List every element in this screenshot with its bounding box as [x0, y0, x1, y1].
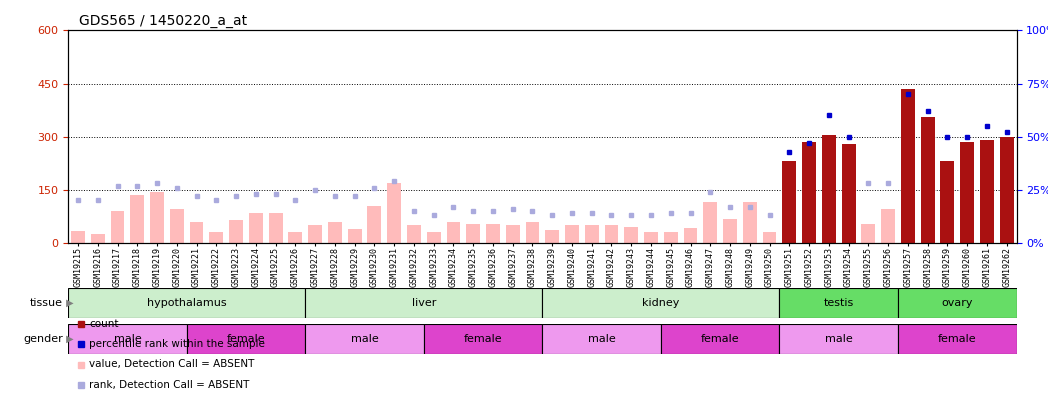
Bar: [542, 288, 780, 318]
Bar: [605, 225, 618, 243]
Bar: [525, 222, 540, 243]
Bar: [486, 224, 500, 243]
Bar: [980, 140, 994, 243]
Bar: [783, 162, 796, 243]
Bar: [187, 324, 305, 354]
Text: female: female: [464, 334, 502, 344]
Bar: [423, 324, 542, 354]
Bar: [861, 224, 875, 243]
Bar: [348, 229, 362, 243]
Bar: [1000, 137, 1013, 243]
Bar: [288, 232, 302, 243]
Bar: [663, 232, 678, 243]
Bar: [190, 222, 203, 243]
Bar: [71, 230, 85, 243]
Bar: [898, 324, 1017, 354]
Bar: [901, 89, 915, 243]
Bar: [625, 227, 638, 243]
Text: testis: testis: [824, 298, 854, 308]
Bar: [230, 220, 243, 243]
Bar: [645, 232, 658, 243]
Text: percentile rank within the sample: percentile rank within the sample: [89, 339, 265, 349]
Bar: [249, 213, 263, 243]
Bar: [305, 324, 423, 354]
Text: GDS565 / 1450220_a_at: GDS565 / 1450220_a_at: [79, 14, 246, 28]
Bar: [210, 232, 223, 243]
Text: male: male: [588, 334, 615, 344]
Bar: [822, 135, 835, 243]
Bar: [542, 324, 661, 354]
Bar: [268, 213, 283, 243]
Text: ▶: ▶: [63, 334, 73, 344]
Text: female: female: [226, 334, 265, 344]
Bar: [427, 232, 440, 243]
Text: male: male: [351, 334, 378, 344]
Bar: [91, 234, 105, 243]
Bar: [565, 225, 578, 243]
Text: count: count: [89, 319, 118, 329]
Bar: [111, 211, 125, 243]
Bar: [703, 202, 717, 243]
Bar: [328, 222, 342, 243]
Bar: [780, 324, 898, 354]
Text: tissue: tissue: [30, 298, 63, 308]
Bar: [308, 225, 322, 243]
Text: male: male: [113, 334, 141, 344]
Bar: [368, 206, 381, 243]
Bar: [446, 222, 460, 243]
Bar: [723, 219, 737, 243]
Text: rank, Detection Call = ABSENT: rank, Detection Call = ABSENT: [89, 380, 249, 390]
Bar: [763, 232, 777, 243]
Text: ▶: ▶: [63, 298, 73, 308]
Text: liver: liver: [412, 298, 436, 308]
Text: ovary: ovary: [941, 298, 973, 308]
Bar: [898, 288, 1017, 318]
Bar: [68, 324, 187, 354]
Text: female: female: [938, 334, 977, 344]
Text: female: female: [701, 334, 740, 344]
Bar: [305, 288, 543, 318]
Bar: [683, 228, 698, 243]
Text: male: male: [825, 334, 853, 344]
Text: hypothalamus: hypothalamus: [147, 298, 226, 308]
Bar: [842, 144, 855, 243]
Bar: [407, 225, 421, 243]
Bar: [585, 225, 598, 243]
Bar: [130, 195, 145, 243]
Bar: [387, 183, 401, 243]
Bar: [661, 324, 780, 354]
Bar: [68, 288, 305, 318]
Bar: [506, 224, 520, 243]
Text: value, Detection Call = ABSENT: value, Detection Call = ABSENT: [89, 360, 255, 369]
Bar: [545, 230, 560, 243]
Bar: [802, 142, 816, 243]
Bar: [881, 209, 895, 243]
Bar: [466, 224, 480, 243]
Bar: [150, 192, 163, 243]
Bar: [743, 202, 757, 243]
Bar: [940, 162, 955, 243]
Bar: [960, 142, 974, 243]
Text: gender: gender: [23, 334, 63, 344]
Bar: [780, 288, 898, 318]
Bar: [921, 117, 935, 243]
Text: kidney: kidney: [642, 298, 679, 308]
Bar: [170, 209, 183, 243]
